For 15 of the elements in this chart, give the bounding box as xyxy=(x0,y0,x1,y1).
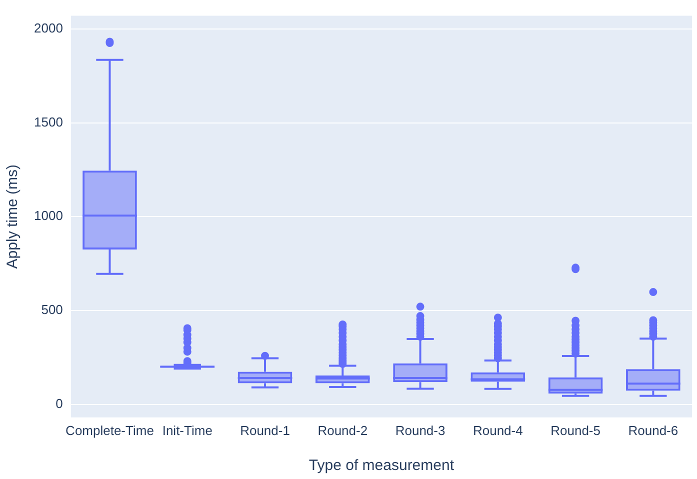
y-tick-label: 500 xyxy=(41,302,63,318)
y-tick-label: 2000 xyxy=(34,20,63,36)
x-tick-label: Round-5 xyxy=(550,422,600,438)
x-tick-label: Round-6 xyxy=(628,422,678,438)
x-tick-label: Round-3 xyxy=(395,422,446,438)
x-tick-label: Round-4 xyxy=(472,422,523,438)
x-tick-label: Complete-Time xyxy=(66,422,154,438)
y-tick-label: 1500 xyxy=(34,114,63,130)
y-tick-label: 0 xyxy=(56,396,63,411)
y-axis-title: Apply time (ms) xyxy=(4,164,22,269)
x-tick-label: Round-1 xyxy=(240,422,290,438)
x-tick-label: Init-Time xyxy=(162,422,212,438)
x-axis-title: Type of measurement xyxy=(308,457,455,474)
y-tick-label: 1000 xyxy=(34,208,63,224)
x-tick-label: Round-2 xyxy=(318,422,368,438)
